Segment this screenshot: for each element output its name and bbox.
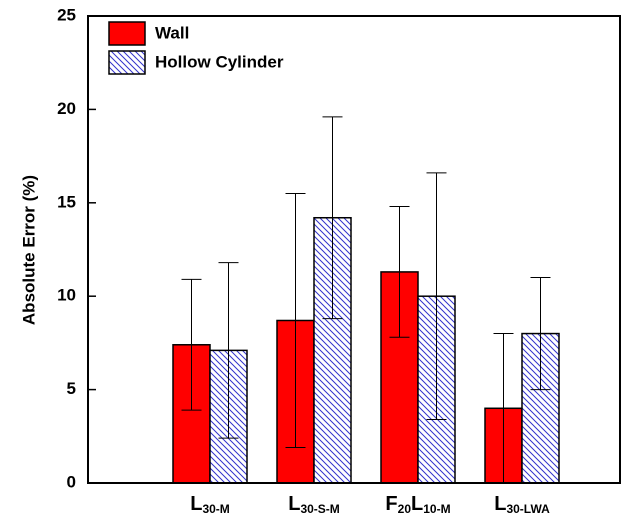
x-tick-label: L30-M xyxy=(190,493,230,516)
error-bar xyxy=(426,172,447,420)
x-tick-text: L xyxy=(494,493,506,515)
x-tick-text: L xyxy=(288,493,300,515)
y-tick-label: 5 xyxy=(67,379,76,398)
legend-swatch xyxy=(108,50,146,75)
error-bar xyxy=(389,206,410,338)
y-tick-label: 15 xyxy=(57,192,76,211)
x-tick-text: L xyxy=(411,493,423,515)
x-tick-text: F xyxy=(385,493,397,515)
x-tick-subscript: 30-S-M xyxy=(300,502,339,516)
error-bar xyxy=(322,116,343,320)
legend-label: Wall xyxy=(155,23,189,42)
x-tick-label: F20L10-M xyxy=(385,493,450,516)
y-tick-label: 0 xyxy=(67,472,76,491)
x-tick-label: L30-S-M xyxy=(288,493,340,516)
legend-label: Hollow Cylinder xyxy=(155,52,284,71)
x-tick-subscript: 10-M xyxy=(423,502,450,516)
x-tick-subscript: 30-M xyxy=(202,502,229,516)
legend-swatch xyxy=(108,21,146,46)
x-tick-text: L xyxy=(190,493,202,515)
x-tick-label: L30-LWA xyxy=(494,493,550,516)
error-bar xyxy=(530,277,551,391)
error-bar xyxy=(285,192,306,449)
error-bar xyxy=(218,262,239,439)
plot-frame xyxy=(87,15,621,484)
error-bar xyxy=(181,278,202,411)
x-tick-subscript: 20 xyxy=(398,502,412,516)
y-tick-label: 20 xyxy=(57,99,76,118)
y-tick-label: 10 xyxy=(57,286,76,305)
y-tick-label: 25 xyxy=(57,5,76,24)
y-axis-label: Absolute Error (%) xyxy=(19,175,38,325)
x-tick-subscript: 30-LWA xyxy=(506,502,550,516)
